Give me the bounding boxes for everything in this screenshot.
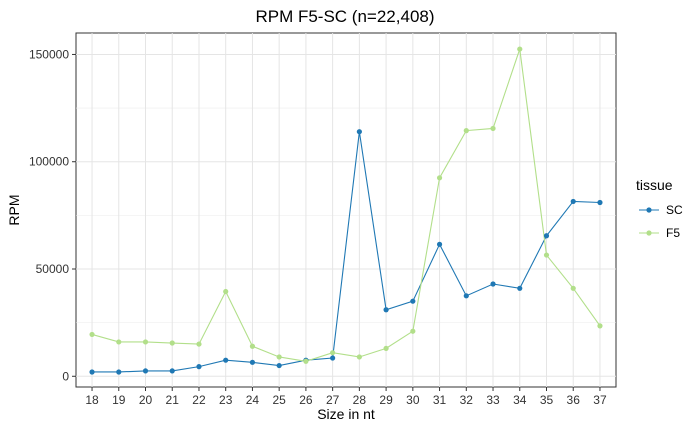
- data-point-f5: [463, 128, 469, 134]
- series-layer: [89, 46, 603, 375]
- x-tick-label: 35: [540, 393, 554, 407]
- y-axis: 0 50000 100000 150000: [29, 47, 76, 383]
- data-point-f5: [490, 125, 496, 132]
- data-point-f5: [196, 341, 202, 347]
- x-tick-label: 28: [353, 393, 367, 407]
- x-tick-label: 29: [379, 393, 393, 407]
- data-point-sc: [89, 369, 95, 375]
- x-tick-label: 20: [139, 393, 153, 407]
- grid-minor: [76, 107, 616, 323]
- data-point-f5: [383, 345, 389, 351]
- data-point-sc: [223, 357, 229, 363]
- x-tick-label: 24: [246, 393, 260, 407]
- series-line-sc: [92, 131, 600, 373]
- data-point-f5: [436, 175, 443, 181]
- x-tick-label: 33: [486, 393, 500, 407]
- data-point-sc: [142, 368, 149, 374]
- x-tick-label: 22: [192, 393, 206, 407]
- data-point-f5: [570, 285, 576, 291]
- x-tick-label: 27: [326, 393, 340, 407]
- data-point-f5: [142, 339, 149, 345]
- data-point-f5: [597, 323, 603, 329]
- data-point-sc: [356, 129, 362, 135]
- x-tick-label: 25: [272, 393, 286, 407]
- x-tick-label: 30: [406, 393, 420, 407]
- data-point-f5: [116, 339, 122, 345]
- plot-panel: [75, 32, 617, 388]
- data-point-f5: [356, 354, 362, 360]
- x-tick-label: 32: [460, 393, 474, 407]
- data-point-f5: [169, 340, 175, 346]
- legend-label-sc: SC: [666, 203, 683, 217]
- data-point-sc: [463, 293, 469, 299]
- series-line-f5: [91, 48, 601, 362]
- x-tick-label: 31: [433, 393, 447, 407]
- data-point-f5: [223, 288, 229, 295]
- data-point-f5: [249, 343, 256, 349]
- data-point-sc: [543, 233, 550, 239]
- legend-key-point: [646, 230, 652, 236]
- x-tick-label: 34: [513, 393, 527, 407]
- data-point-sc: [196, 364, 202, 370]
- y-tick-label: 150000: [29, 47, 69, 61]
- x-tick-label: 37: [593, 393, 607, 407]
- data-point-f5: [303, 358, 309, 364]
- x-tick-label: 36: [567, 393, 581, 407]
- data-point-sc: [490, 281, 496, 287]
- y-tick-label: 50000: [36, 262, 70, 276]
- legend-key-point: [646, 207, 652, 213]
- data-point-sc: [169, 368, 175, 374]
- x-axis: 18 19 20 21 22 23 24 25 26 27 28 29 30 31 32 33 34 35 36 37: [85, 387, 607, 407]
- data-point-sc: [330, 355, 336, 361]
- data-point-f5: [543, 252, 550, 258]
- grid-major: [76, 33, 616, 387]
- y-axis-title: RPM: [6, 194, 22, 225]
- y-tick-label: 100000: [29, 155, 69, 169]
- x-axis-title: Size in nt: [317, 406, 375, 422]
- data-point-sc: [410, 298, 416, 304]
- data-point-sc: [116, 369, 122, 375]
- legend: tissue SC F5: [636, 177, 683, 240]
- data-point-f5: [330, 350, 336, 356]
- x-tick-label: 19: [112, 393, 126, 407]
- data-point-sc: [570, 198, 576, 205]
- x-tick-label: 23: [219, 393, 233, 407]
- data-point-sc: [249, 359, 256, 365]
- legend-label-f5: F5: [666, 226, 680, 240]
- data-point-f5: [89, 331, 95, 338]
- data-point-sc: [276, 362, 282, 369]
- data-point-f5: [517, 46, 523, 52]
- x-tick-label: 21: [166, 393, 180, 407]
- data-point-sc: [597, 199, 603, 206]
- data-point-sc: [383, 307, 389, 313]
- data-point-sc: [436, 241, 443, 247]
- x-tick-label: 18: [85, 393, 99, 407]
- chart-title: RPM F5-SC (n=22,408): [255, 7, 434, 26]
- legend-title: tissue: [636, 177, 673, 193]
- data-point-sc: [517, 285, 523, 291]
- data-point-f5: [276, 354, 282, 360]
- data-point-f5: [410, 328, 416, 334]
- y-tick-label: 0: [62, 369, 69, 383]
- x-tick-label: 26: [299, 393, 313, 407]
